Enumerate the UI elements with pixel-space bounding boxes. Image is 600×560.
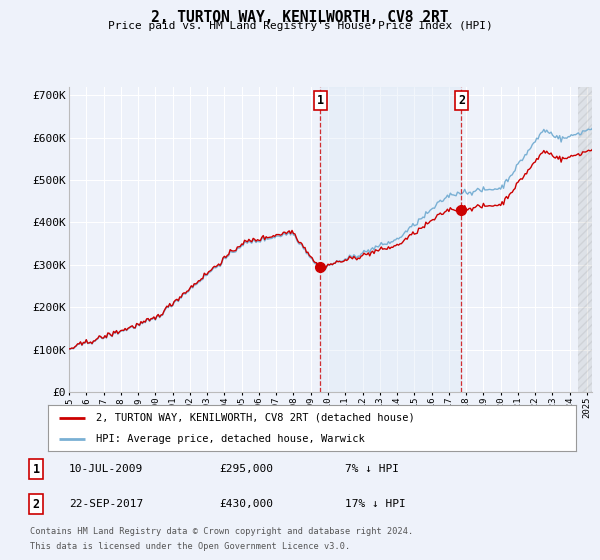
Text: £430,000: £430,000: [219, 499, 273, 509]
Bar: [578, 87, 592, 392]
Text: 2: 2: [32, 497, 40, 511]
Text: This data is licensed under the Open Government Licence v3.0.: This data is licensed under the Open Gov…: [30, 542, 350, 551]
Bar: [320, 87, 461, 392]
Text: 2, TURTON WAY, KENILWORTH, CV8 2RT (detached house): 2, TURTON WAY, KENILWORTH, CV8 2RT (deta…: [95, 413, 414, 423]
Text: Contains HM Land Registry data © Crown copyright and database right 2024.: Contains HM Land Registry data © Crown c…: [30, 528, 413, 536]
Text: 17% ↓ HPI: 17% ↓ HPI: [345, 499, 406, 509]
Text: HPI: Average price, detached house, Warwick: HPI: Average price, detached house, Warw…: [95, 435, 364, 444]
Text: 10-JUL-2009: 10-JUL-2009: [69, 464, 143, 474]
Text: 2: 2: [458, 95, 465, 108]
Text: Price paid vs. HM Land Registry's House Price Index (HPI): Price paid vs. HM Land Registry's House …: [107, 21, 493, 31]
Text: 1: 1: [32, 463, 40, 476]
Text: 2, TURTON WAY, KENILWORTH, CV8 2RT: 2, TURTON WAY, KENILWORTH, CV8 2RT: [151, 10, 449, 25]
Text: 1: 1: [317, 95, 323, 108]
Text: 7% ↓ HPI: 7% ↓ HPI: [345, 464, 399, 474]
Text: 22-SEP-2017: 22-SEP-2017: [69, 499, 143, 509]
Text: £295,000: £295,000: [219, 464, 273, 474]
